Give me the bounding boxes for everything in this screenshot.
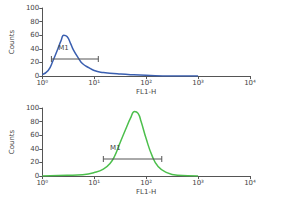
svg-text:10¹: 10¹ bbox=[88, 179, 100, 187]
svg-text:10⁴: 10⁴ bbox=[244, 179, 256, 187]
svg-text:20: 20 bbox=[30, 58, 39, 66]
svg-text:40: 40 bbox=[30, 45, 39, 53]
svg-text:80: 80 bbox=[30, 118, 39, 126]
svg-text:FL1-H: FL1-H bbox=[136, 88, 156, 96]
svg-text:M1: M1 bbox=[58, 44, 68, 52]
svg-text:10²: 10² bbox=[140, 179, 152, 187]
svg-text:0: 0 bbox=[34, 72, 40, 80]
svg-text:M1: M1 bbox=[110, 144, 121, 152]
svg-text:10³: 10³ bbox=[192, 179, 204, 187]
svg-text:Counts: Counts bbox=[8, 129, 16, 154]
svg-text:10⁴: 10⁴ bbox=[244, 79, 256, 87]
svg-text:100: 100 bbox=[26, 4, 39, 12]
svg-text:Counts: Counts bbox=[8, 29, 16, 54]
svg-text:FL1-H: FL1-H bbox=[136, 188, 156, 196]
svg-text:40: 40 bbox=[30, 145, 39, 153]
svg-text:10⁰: 10⁰ bbox=[36, 179, 48, 187]
svg-text:10⁰: 10⁰ bbox=[36, 79, 48, 87]
svg-text:10³: 10³ bbox=[192, 79, 204, 87]
svg-text:60: 60 bbox=[30, 31, 39, 39]
svg-text:60: 60 bbox=[30, 131, 39, 139]
svg-text:0: 0 bbox=[34, 172, 40, 180]
svg-text:10¹: 10¹ bbox=[88, 79, 100, 87]
svg-text:20: 20 bbox=[30, 158, 39, 166]
svg-text:100: 100 bbox=[26, 104, 39, 112]
svg-text:10²: 10² bbox=[140, 79, 152, 87]
svg-text:80: 80 bbox=[30, 18, 39, 26]
